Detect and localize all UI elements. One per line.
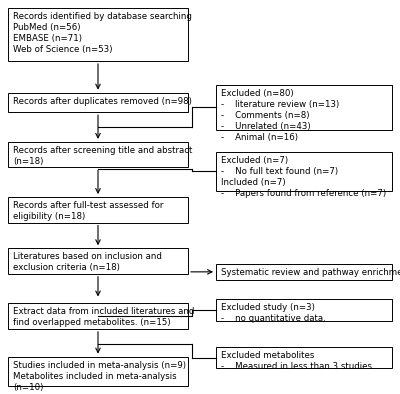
FancyBboxPatch shape xyxy=(8,197,188,223)
FancyBboxPatch shape xyxy=(8,303,188,329)
FancyBboxPatch shape xyxy=(216,264,392,280)
Text: Records after duplicates removed (n=98): Records after duplicates removed (n=98) xyxy=(13,97,192,106)
Text: Excluded study (n=3)
-    no quantitative data.: Excluded study (n=3) - no quantitative d… xyxy=(221,303,326,323)
Text: Excluded metabolites
-    Measured in less than 3 studies: Excluded metabolites - Measured in less … xyxy=(221,351,372,371)
Text: Records after full-test assessed for
eligibility (n=18): Records after full-test assessed for eli… xyxy=(13,201,164,221)
FancyBboxPatch shape xyxy=(216,85,392,130)
FancyBboxPatch shape xyxy=(8,8,188,61)
FancyBboxPatch shape xyxy=(8,142,188,167)
Text: Extract data from included literatures and
find overlapped metabolites. (n=15): Extract data from included literatures a… xyxy=(13,307,194,327)
Text: Studies included in meta-analysis (n=9)
Metabolites included in meta-analysis
(n: Studies included in meta-analysis (n=9) … xyxy=(13,361,186,392)
Text: Records identified by database searching
PubMed (n=56)
EMBASE (n=71)
Web of Scie: Records identified by database searching… xyxy=(13,12,192,54)
Text: Excluded (n=7)
-    No full text found (n=7)
Included (n=7)
-    Papers found fr: Excluded (n=7) - No full text found (n=7… xyxy=(221,156,386,198)
FancyBboxPatch shape xyxy=(216,347,392,368)
Text: Systematic review and pathway enrichment: Systematic review and pathway enrichment xyxy=(221,268,400,277)
Text: Excluded (n=80)
-    literature review (n=13)
-    Comments (n=8)
-    Unrelated: Excluded (n=80) - literature review (n=1… xyxy=(221,89,340,142)
FancyBboxPatch shape xyxy=(8,248,188,274)
Text: Records after screening title and abstract
(n=18): Records after screening title and abstra… xyxy=(13,146,192,166)
FancyBboxPatch shape xyxy=(8,357,188,386)
FancyBboxPatch shape xyxy=(216,299,392,321)
FancyBboxPatch shape xyxy=(8,93,188,112)
FancyBboxPatch shape xyxy=(216,152,392,191)
Text: Literatures based on inclusion and
exclusion criteria (n=18): Literatures based on inclusion and exclu… xyxy=(13,252,162,272)
